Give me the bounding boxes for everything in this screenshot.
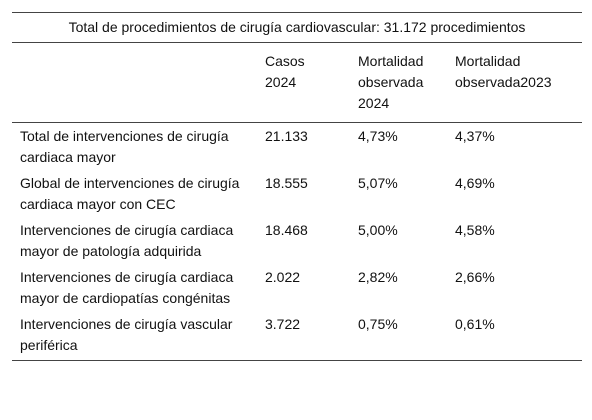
table-row: Global de intervenciones de cirugía card… xyxy=(12,170,582,217)
cell: 4,73% xyxy=(358,128,398,144)
table-row: Intervenciones de cirugía vascular perif… xyxy=(12,311,582,361)
table-body: Total de intervenciones de cirugía cardi… xyxy=(12,123,582,361)
row-label: Intervenciones de cirugía cardiaca mayor… xyxy=(20,269,234,306)
header-cell: Casos 2024 xyxy=(257,42,350,123)
cell: 0,61% xyxy=(447,311,582,361)
header-blank xyxy=(12,42,257,123)
header-text: Casos 2024 xyxy=(265,53,305,90)
row-label: Global de intervenciones de cirugía card… xyxy=(20,175,240,212)
header-text: Mortalidad observada 2024 xyxy=(358,53,424,111)
cell: 2,66% xyxy=(455,269,495,285)
cell: 21.133 xyxy=(265,128,308,144)
header-cell: Mortalidad observada 2024 xyxy=(350,42,447,123)
table-row: Intervenciones de cirugía cardiaca mayor… xyxy=(12,217,582,264)
row-label: Intervenciones de cirugía cardiaca mayor… xyxy=(20,222,234,259)
header-row: Casos 2024 Mortalidad observada 2024 Mor… xyxy=(12,42,582,123)
cell: 4,69% xyxy=(455,175,495,191)
cell: 0,75% xyxy=(350,311,447,361)
cell: 18.468 xyxy=(265,222,308,238)
cell: 18.555 xyxy=(265,175,308,191)
cell: 5,07% xyxy=(358,175,398,191)
table-row: Total de intervenciones de cirugía cardi… xyxy=(12,123,582,171)
cell: 2,82% xyxy=(358,269,398,285)
row-label: Intervenciones de cirugía vascular perif… xyxy=(12,311,257,361)
data-table: Total de procedimientos de cirugía cardi… xyxy=(12,12,582,361)
cell: 4,58% xyxy=(455,222,495,238)
row-label: Total de intervenciones de cirugía cardi… xyxy=(20,128,229,165)
cell: 2.022 xyxy=(265,269,301,285)
cell: 3.722 xyxy=(257,311,350,361)
title-row: Total de procedimientos de cirugía cardi… xyxy=(12,12,582,43)
cell: 4,37% xyxy=(455,128,495,144)
table-title: Total de procedimientos de cirugía cardi… xyxy=(12,12,582,43)
cell: 5,00% xyxy=(358,222,398,238)
header-text: Mortalidad observada2023 xyxy=(455,53,552,90)
table-row: Intervenciones de cirugía cardiaca mayor… xyxy=(12,264,582,311)
header-cell: Mortalidad observada2023 xyxy=(447,42,582,123)
